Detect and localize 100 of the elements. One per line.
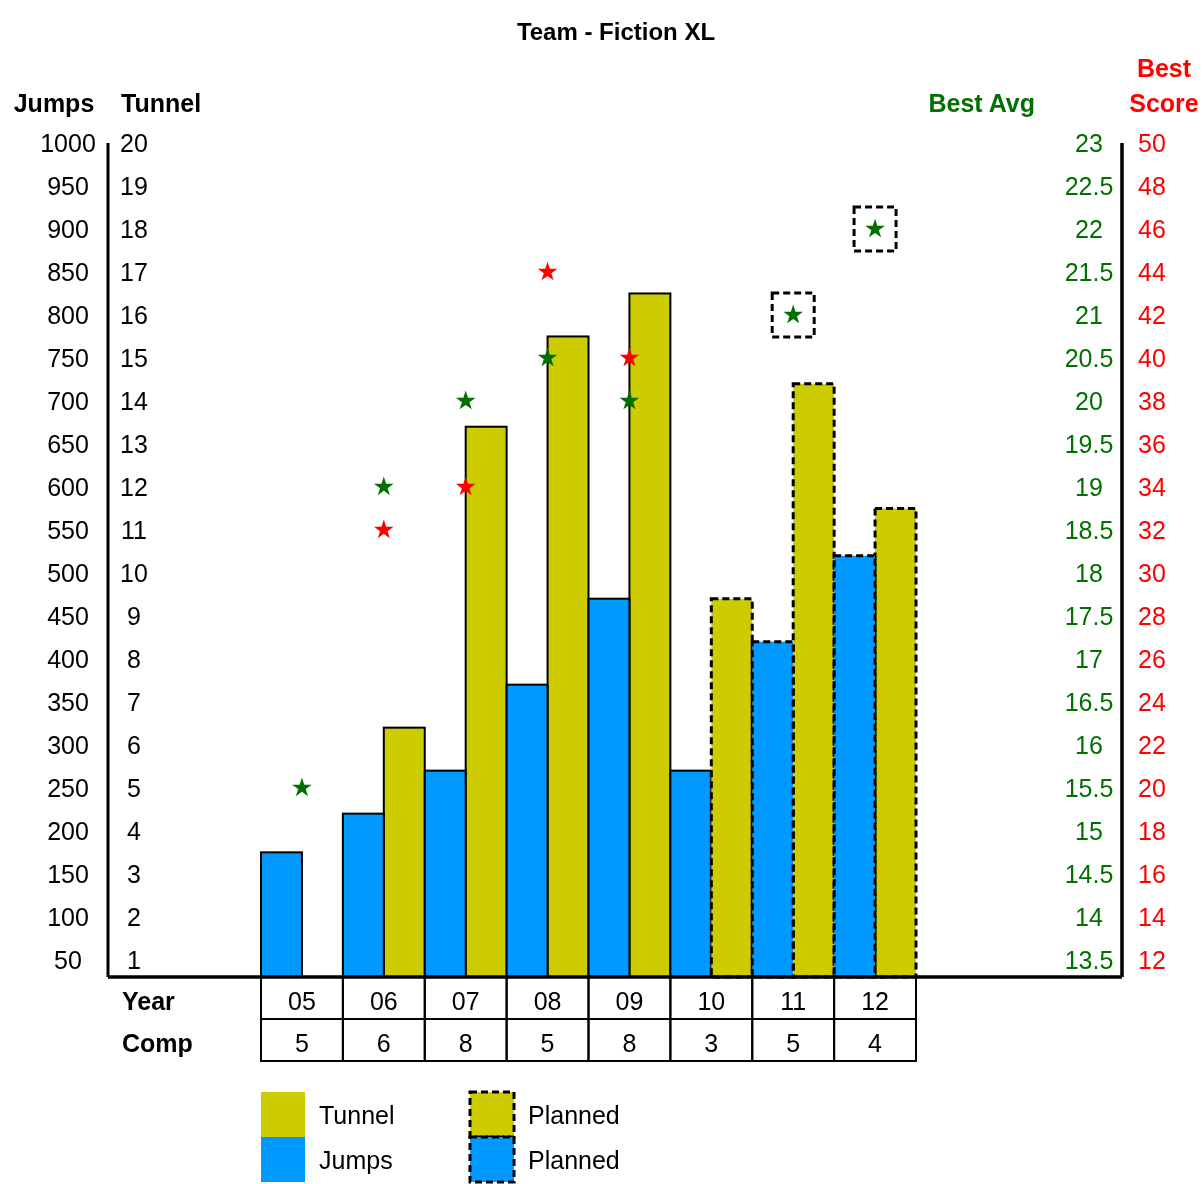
y2-tick-label: 9 xyxy=(127,601,141,630)
y2-tick-label: 1 xyxy=(127,945,141,974)
legend-label: Planned xyxy=(528,1101,620,1129)
y2-tick-label: 22.5 xyxy=(1064,171,1114,200)
x-tick-label: 6 xyxy=(376,1029,391,1057)
y-tick-label: 800 xyxy=(47,300,89,329)
y3-tick-label: 12 xyxy=(1138,945,1166,974)
y-tick-label: 700 xyxy=(47,386,89,415)
y2-tick-label: 15 xyxy=(1075,816,1103,845)
y2-tick-label: 21.5 xyxy=(1064,257,1114,286)
point xyxy=(537,347,558,367)
x-tick-label: 11 xyxy=(780,987,807,1015)
x-axis-title: Comp xyxy=(122,1029,193,1057)
point xyxy=(455,390,476,410)
y3-tick-label: 38 xyxy=(1138,386,1166,415)
y2-tick-label: 3 xyxy=(127,859,141,888)
y3-tick-label: 36 xyxy=(1138,429,1166,458)
y3-tick-label: 22 xyxy=(1138,730,1166,759)
y-tick-label: 400 xyxy=(47,644,89,673)
x-tick-label: 08 xyxy=(533,987,562,1015)
x-axis-title: Year xyxy=(122,987,176,1015)
y3-tick-label: 50 xyxy=(1138,129,1166,157)
x-tick-label: 8 xyxy=(622,1029,637,1057)
x-tick-label: 07 xyxy=(451,987,480,1015)
y2-tick-label: 14.5 xyxy=(1064,859,1114,888)
y3-tick-label: 30 xyxy=(1138,558,1166,587)
y-tick-label: 300 xyxy=(47,730,89,759)
y2-tick-label: 10 xyxy=(120,558,148,587)
chart-title: Team - Fiction XL xyxy=(516,18,716,45)
x-tick-label: 5 xyxy=(294,1029,309,1057)
point xyxy=(373,476,394,496)
y3-tick-label: 26 xyxy=(1138,644,1166,673)
y2-tick-label: 13.5 xyxy=(1064,945,1114,974)
y3-tick-label: 20 xyxy=(1138,773,1166,802)
y2-tick-label: 14 xyxy=(1075,902,1103,931)
y3-tick-label: 46 xyxy=(1138,214,1166,243)
y-tick-label: 950 xyxy=(47,171,89,200)
y-tick-label: 100 xyxy=(47,902,89,931)
y2-tick-label: 16.5 xyxy=(1064,687,1114,716)
point xyxy=(537,261,558,281)
x-tick-label: 4 xyxy=(868,1029,883,1057)
y-axis-title: Jumps xyxy=(13,89,95,117)
y2-tick-label: 18 xyxy=(120,214,148,243)
y-tick-label: 450 xyxy=(47,601,89,630)
y-tick-label: 500 xyxy=(47,558,89,587)
y3-tick-label: 18 xyxy=(1138,816,1166,845)
y2-tick-label: 13 xyxy=(120,429,148,458)
y2-tick-label: 18.5 xyxy=(1064,515,1114,544)
y2-tick-label: 7 xyxy=(127,687,141,716)
legend-label: Jumps xyxy=(319,1146,393,1174)
y2-tick-label: 20 xyxy=(120,129,148,157)
y-tick-label: 200 xyxy=(47,816,89,845)
x-tick-label: 05 xyxy=(288,987,316,1015)
y2-tick-label: 16 xyxy=(120,300,148,329)
y2-tick-label: 17 xyxy=(120,257,148,286)
y2-tick-label: 20 xyxy=(1075,386,1103,415)
y-tick-label: 850 xyxy=(47,257,89,286)
x-tick-label: 5 xyxy=(786,1029,801,1057)
x-tick-label: 09 xyxy=(615,987,644,1015)
point xyxy=(619,390,640,410)
y2-tick-label: 5 xyxy=(127,773,141,802)
x-tick-label: 3 xyxy=(704,1029,719,1057)
x-tick-label: 10 xyxy=(697,987,726,1015)
y-tick-label: 650 xyxy=(47,429,89,458)
x-tick-label: 5 xyxy=(540,1029,555,1057)
point xyxy=(619,347,640,367)
y2-tick-label: 15 xyxy=(120,343,148,372)
y2-tick-label: 4 xyxy=(127,816,142,845)
y3-tick-label: 40 xyxy=(1138,343,1166,372)
legend-label: Planned xyxy=(528,1146,620,1174)
y2-tick-label: 2 xyxy=(127,902,141,931)
point xyxy=(455,476,476,496)
y-tick-label: 250 xyxy=(47,773,89,802)
y3-axis-title: Best Score xyxy=(1129,54,1199,117)
legend-label: Tunnel xyxy=(319,1101,395,1129)
y2-tick-label: 19 xyxy=(1075,472,1103,501)
x-tick-label: 12 xyxy=(861,987,889,1015)
y2-tick-label: 19 xyxy=(120,171,148,200)
y3-tick-label: 48 xyxy=(1138,171,1166,200)
y3-tick-label: 16 xyxy=(1138,859,1166,888)
y-tick-label: 750 xyxy=(47,343,89,372)
y2-tick-label: 12 xyxy=(120,472,148,501)
y-tick-label: 350 xyxy=(47,687,89,716)
y2-tick-label: 17 xyxy=(1075,644,1103,673)
y2-tick-label: 11 xyxy=(121,515,147,544)
y-tick-label: 550 xyxy=(47,515,89,544)
y-tick-label: 1000 xyxy=(40,129,96,157)
y2-axis-title: Tunnel xyxy=(121,89,202,117)
y2-tick-label: 14 xyxy=(120,386,148,415)
y-tick-label: 600 xyxy=(47,472,89,501)
y3-tick-label: 42 xyxy=(1138,300,1166,329)
y2-tick-label: 6 xyxy=(127,730,141,759)
y2-tick-label: 22 xyxy=(1075,214,1103,243)
y2-tick-label: 18 xyxy=(1075,558,1103,587)
y2-tick-label: 23 xyxy=(1075,129,1103,157)
y2-tick-label: 20.5 xyxy=(1064,343,1114,372)
y2-tick-label: 8 xyxy=(127,644,141,673)
y2-tick-label: 16 xyxy=(1075,730,1103,759)
y3-tick-label: 34 xyxy=(1138,472,1166,501)
y-tick-label: 900 xyxy=(47,214,89,243)
